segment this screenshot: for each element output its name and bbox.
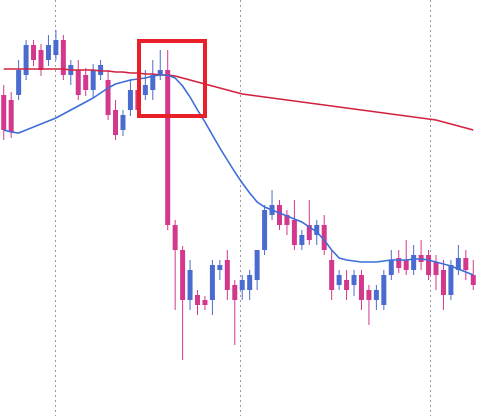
candle-body bbox=[150, 75, 156, 90]
candle-body bbox=[209, 265, 215, 300]
candle-body bbox=[455, 258, 461, 270]
candle-body bbox=[373, 290, 379, 300]
candle-body bbox=[299, 235, 305, 245]
candle-body bbox=[31, 45, 37, 60]
candle-body bbox=[276, 205, 282, 225]
candle-body bbox=[426, 255, 432, 275]
candle-body bbox=[403, 260, 409, 270]
candle-body bbox=[247, 275, 253, 290]
candle-body bbox=[127, 90, 133, 110]
candle-body bbox=[344, 280, 350, 290]
candle-body bbox=[448, 265, 454, 295]
candle-body bbox=[351, 275, 357, 285]
candle-body bbox=[217, 265, 223, 270]
candle-body bbox=[306, 225, 312, 240]
candle-body bbox=[142, 85, 148, 95]
vertical-separators bbox=[55, 0, 431, 416]
candle-body bbox=[224, 260, 230, 290]
highlight-box bbox=[137, 39, 207, 118]
moving-average-line bbox=[3, 68, 474, 131]
candle-body bbox=[187, 270, 193, 300]
candle-body bbox=[105, 80, 111, 115]
candle-body bbox=[291, 220, 297, 245]
candle-body bbox=[165, 70, 171, 225]
candle-body bbox=[120, 115, 126, 130]
plot bbox=[1, 30, 476, 360]
candle-body bbox=[314, 225, 320, 235]
candle-body bbox=[60, 40, 66, 75]
candle-body bbox=[262, 210, 268, 250]
candle-body bbox=[336, 275, 342, 285]
candle-body bbox=[23, 45, 29, 75]
candle-body bbox=[16, 70, 22, 95]
candle-body bbox=[38, 50, 44, 70]
candle-body bbox=[232, 285, 238, 300]
candle-body bbox=[440, 270, 446, 295]
candle-body bbox=[388, 260, 394, 275]
candle-body bbox=[433, 262, 439, 275]
candle-body bbox=[358, 275, 364, 300]
candle-body bbox=[90, 70, 96, 90]
candle-body bbox=[284, 215, 290, 225]
candle-body bbox=[113, 110, 119, 135]
candle-body bbox=[411, 255, 417, 270]
candle-body bbox=[239, 280, 245, 290]
candle-body bbox=[202, 300, 208, 305]
candle-body bbox=[381, 275, 387, 305]
candle-body bbox=[254, 250, 260, 280]
candle-body bbox=[329, 260, 335, 290]
candle-body bbox=[172, 225, 178, 250]
candle-body bbox=[157, 70, 163, 75]
candle-body bbox=[195, 295, 201, 305]
candle-body bbox=[98, 65, 104, 75]
candle-body bbox=[470, 275, 476, 285]
candle-body bbox=[396, 258, 402, 268]
candle-body bbox=[75, 70, 81, 95]
candle-body bbox=[366, 290, 372, 300]
candle-body bbox=[8, 100, 14, 132]
candle-body bbox=[463, 258, 469, 270]
candle-body bbox=[1, 95, 7, 130]
candle-body bbox=[180, 250, 186, 300]
candle-body bbox=[321, 225, 327, 250]
candle-body bbox=[45, 45, 51, 60]
moving-average-line bbox=[3, 74, 474, 276]
candle-body bbox=[83, 75, 89, 90]
candle-body bbox=[53, 40, 59, 55]
